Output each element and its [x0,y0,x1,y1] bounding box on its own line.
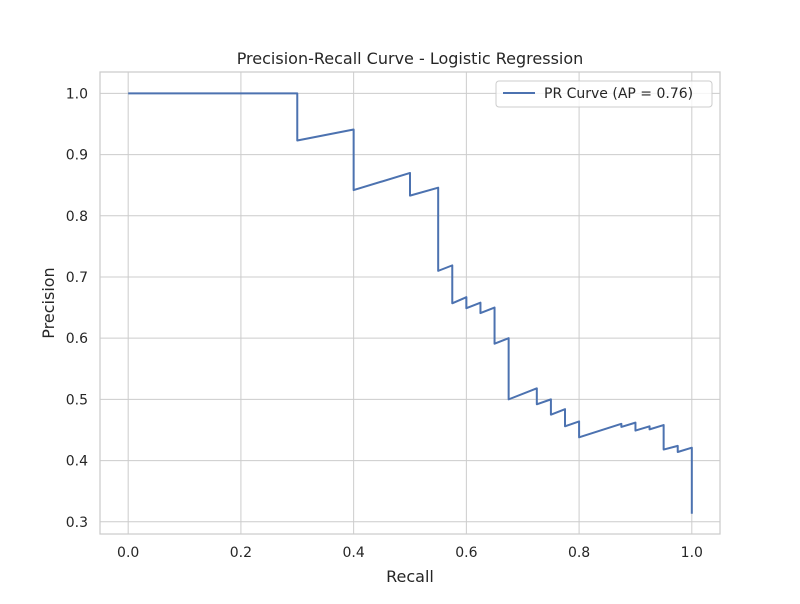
legend: PR Curve (AP = 0.76) [495,80,713,108]
y-tick-label: 0.6 [66,331,88,347]
plot-area-frame [99,71,721,535]
y-tick-label: 0.7 [66,270,88,286]
axis-ticks: 0.0 0.2 0.4 0.6 0.8 1.0 0.3 0.4 0.5 0.6 0.7 0.8 0.9 1… [66,86,703,561]
x-tick-label: 0.0 [117,545,139,561]
chart-title: Precision-Recall Curve - Logistic Regres… [237,49,584,68]
x-tick-label: 0.2 [230,545,252,561]
y-axis-label: Precision [39,267,58,338]
y-tick-label: 0.9 [66,148,88,164]
y-tick-label: 1.0 [66,86,88,102]
pr-curve-line [128,92,693,514]
y-tick-label: 0.4 [66,454,88,470]
y-tick-label: 0.8 [66,209,88,225]
legend-box [495,80,713,108]
legend-label: PR Curve (AP = 0.76) [544,86,693,102]
x-axis-label: Recall [386,567,434,586]
x-tick-label: 0.8 [568,545,590,561]
x-tick-label: 0.6 [455,545,477,561]
y-tick-label: 0.5 [66,392,88,408]
x-tick-label: 1.0 [681,545,703,561]
y-tick-label: 0.3 [66,515,88,531]
series-layer [128,92,693,514]
x-tick-label: 0.4 [343,545,365,561]
